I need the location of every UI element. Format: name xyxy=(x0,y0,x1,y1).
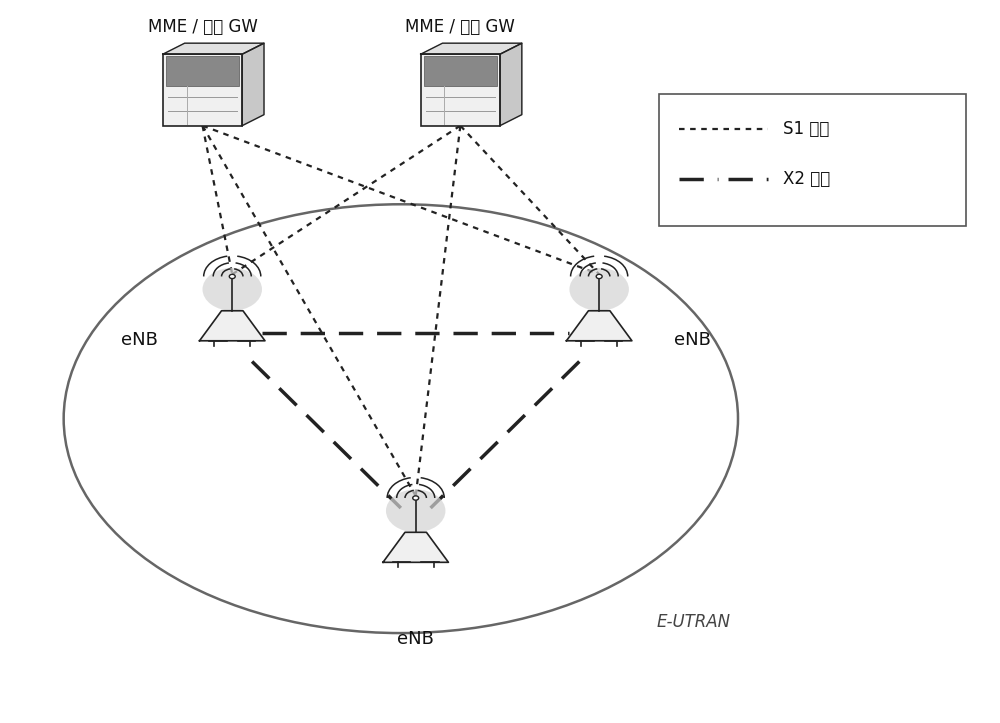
Text: MME / 服务 GW: MME / 服务 GW xyxy=(405,18,515,36)
Bar xyxy=(421,54,500,126)
Text: MME / 服务 GW: MME / 服务 GW xyxy=(148,18,257,36)
Polygon shape xyxy=(383,532,448,562)
Circle shape xyxy=(596,274,602,278)
Bar xyxy=(163,54,242,126)
Circle shape xyxy=(569,268,629,311)
Text: eNB: eNB xyxy=(674,331,710,349)
Polygon shape xyxy=(242,43,264,126)
Polygon shape xyxy=(500,43,522,126)
Circle shape xyxy=(386,489,445,532)
Polygon shape xyxy=(566,311,632,341)
Bar xyxy=(166,56,239,86)
Polygon shape xyxy=(200,311,265,341)
Polygon shape xyxy=(421,43,522,54)
Text: X2 接口: X2 接口 xyxy=(783,170,830,188)
Polygon shape xyxy=(163,43,264,54)
Text: eNB: eNB xyxy=(397,630,434,648)
Circle shape xyxy=(202,268,262,311)
Text: E-UTRAN: E-UTRAN xyxy=(656,613,730,631)
Circle shape xyxy=(229,274,235,278)
Text: eNB: eNB xyxy=(121,331,158,349)
FancyBboxPatch shape xyxy=(659,93,966,226)
Text: S1 接口: S1 接口 xyxy=(783,120,829,138)
Circle shape xyxy=(413,496,419,500)
Bar xyxy=(424,56,497,86)
